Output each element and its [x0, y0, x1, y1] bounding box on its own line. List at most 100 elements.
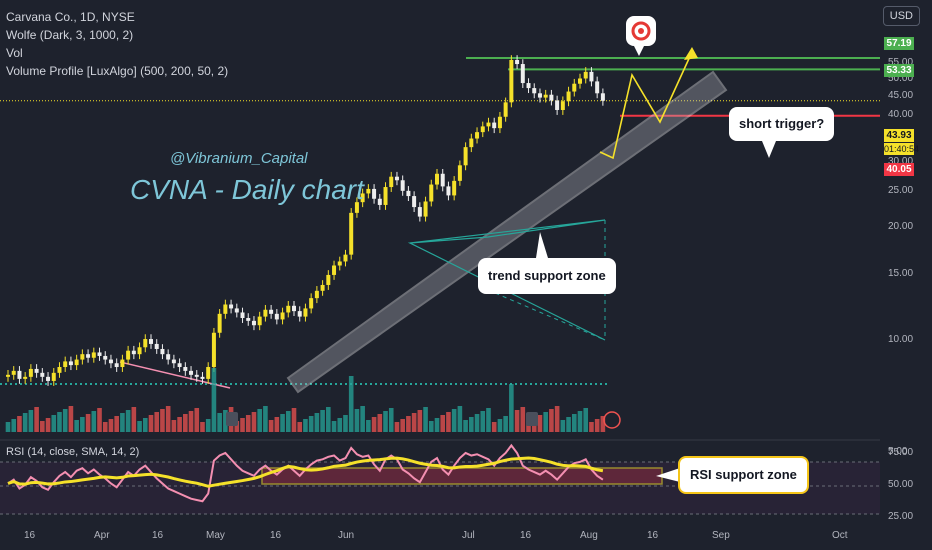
candle-body: [354, 202, 359, 213]
volume-bar: [474, 414, 480, 432]
volume-bar: [348, 376, 354, 432]
candle-body: [11, 370, 16, 375]
wolfe-lines: [407, 219, 606, 341]
price-axis-tick: 40.00: [888, 108, 914, 120]
trend-callout-tail: [536, 232, 548, 258]
volume-bar: [263, 406, 268, 432]
volume-bar: [165, 406, 171, 432]
candle-body: [314, 290, 319, 299]
candle-body: [120, 359, 125, 368]
symbol-title[interactable]: Carvana Co., 1D, NYSE: [6, 10, 135, 24]
volume-bar: [400, 419, 405, 432]
candle-body: [143, 339, 148, 348]
volume-bar: [308, 416, 314, 432]
volume-bar: [291, 408, 297, 432]
candle-body: [51, 372, 56, 381]
volume-bar: [486, 408, 491, 432]
earnings-marker: [526, 412, 538, 426]
volume-bar: [131, 407, 137, 432]
candle-body: [360, 193, 365, 203]
price-label-last: 43.93: [884, 129, 914, 142]
candle-body: [543, 94, 548, 98]
indicator-volume-profile[interactable]: Volume Profile [LuxAlgo] (500, 200, 50, …: [6, 64, 229, 78]
volume-bar: [320, 410, 325, 432]
candle-body: [389, 176, 394, 188]
candle-body: [537, 93, 542, 98]
volume-bar: [148, 415, 154, 432]
volume-bar: [154, 412, 160, 432]
target-icon-center: [638, 28, 644, 34]
candle-body: [91, 352, 96, 358]
trigger-callout-tail: [762, 141, 776, 158]
volume-bar: [297, 422, 303, 432]
volume-bar: [394, 422, 400, 432]
candle-body: [6, 374, 10, 377]
volume-bar: [503, 416, 508, 432]
price-axis-tick: 5.00: [888, 446, 908, 458]
candle-body: [74, 359, 79, 366]
volume-bar: [571, 414, 577, 432]
volume-bar: [34, 407, 39, 432]
candle-body: [526, 83, 531, 89]
candle-body: [63, 361, 68, 368]
volume-bar: [177, 417, 182, 432]
volume-bar: [102, 422, 108, 432]
candle-body: [28, 368, 33, 377]
volume-bar: [440, 415, 446, 432]
volume-bar: [514, 410, 520, 432]
time-axis-tick: Aug: [580, 530, 598, 541]
volume-bar: [600, 416, 606, 432]
currency-button[interactable]: USD: [882, 6, 920, 26]
volume-bar: [114, 416, 119, 432]
volume-bar: [223, 410, 228, 432]
price-axis-tick: 55.00: [888, 57, 914, 69]
candle-body: [103, 355, 108, 360]
trend-support-callout[interactable]: trend support zone: [478, 258, 616, 294]
volume-bar: [314, 413, 320, 432]
candle-body: [332, 265, 337, 275]
volume-bar: [257, 409, 262, 432]
price-axis-tick: 15.00: [888, 267, 914, 279]
price-axis-tick: 50.00: [888, 72, 914, 84]
volume-bar: [91, 411, 97, 432]
price-axis-tick: 45.00: [888, 89, 914, 101]
candle-body: [166, 354, 171, 360]
indicator-volume[interactable]: Vol: [6, 46, 23, 60]
candle-body: [97, 352, 102, 356]
volume-bar: [326, 407, 331, 432]
price-label-target-high: 57.19: [884, 37, 914, 50]
volume-bar: [40, 421, 45, 432]
candle-body: [600, 93, 605, 101]
rsi-title[interactable]: RSI (14, close, SMA, 14, 2): [6, 446, 140, 458]
candle-body: [349, 212, 354, 255]
candle-body: [211, 332, 216, 368]
volume-bar: [245, 415, 251, 432]
volume-bar: [234, 421, 240, 432]
rsi-axis-tick: 25.00: [888, 510, 914, 522]
candle-body: [189, 370, 194, 375]
candle-body: [337, 261, 342, 266]
time-axis-tick: Jul: [462, 530, 475, 541]
candle-body: [68, 361, 73, 366]
candle-body: [177, 363, 182, 368]
volume-bar: [406, 416, 411, 432]
volume-bar: [205, 419, 211, 432]
candle-body: [274, 313, 279, 320]
rsi-support-callout[interactable]: RSI support zone: [678, 456, 809, 494]
volume-bar: [383, 411, 388, 432]
volume-bar: [5, 422, 11, 432]
candle-body: [503, 102, 508, 117]
candle-body: [583, 71, 588, 79]
countdown-label: 01:40:54: [884, 143, 920, 155]
indicator-wolfe[interactable]: Wolfe (Dark, 3, 1000, 2): [6, 28, 134, 42]
candle-body: [269, 309, 274, 314]
volume-bar: [509, 384, 514, 432]
short-trigger-callout[interactable]: short trigger?: [729, 107, 835, 141]
rsi-axis-tick: 50.00: [888, 479, 914, 490]
price-axis-tick: 30.00: [888, 155, 914, 167]
candle-body: [497, 116, 502, 129]
volume-bar: [274, 417, 280, 432]
candle-body: [372, 188, 377, 199]
volume-bar: [240, 418, 245, 432]
volume-bar: [68, 406, 74, 432]
